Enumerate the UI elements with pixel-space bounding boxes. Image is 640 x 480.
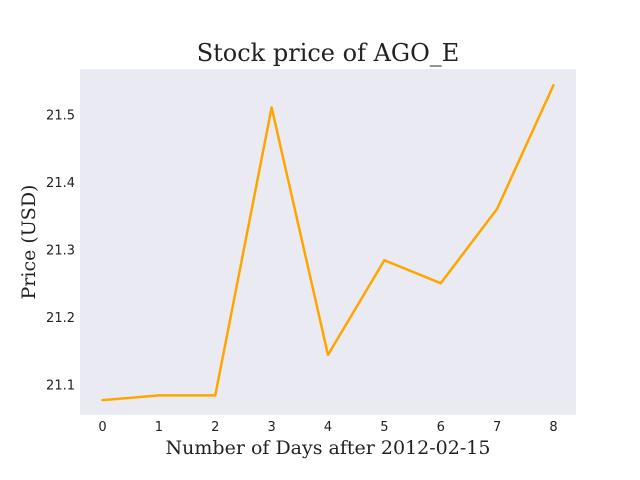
data-point — [270, 106, 273, 109]
x-tick-label: 4 — [324, 420, 332, 435]
x-tick-label: 6 — [437, 420, 445, 435]
x-tick-label: 5 — [380, 420, 388, 435]
data-point — [383, 259, 386, 262]
data-point — [326, 353, 330, 357]
x-tick-label: 7 — [493, 420, 501, 435]
data-point — [552, 84, 555, 87]
plot-area — [80, 69, 576, 415]
x-tick-group: 0 1 2 3 4 5 6 7 8 — [98, 420, 557, 435]
y-axis-label: Price (USD) — [18, 185, 40, 300]
data-point — [101, 398, 104, 402]
y-tick-group: 21.1 21.2 21.3 21.4 21.5 — [46, 108, 75, 393]
data-point — [439, 282, 442, 285]
data-point-group — [101, 84, 555, 402]
y-tick-label: 21.3 — [46, 243, 75, 258]
chart-title: Stock price of AGO_E — [197, 39, 460, 67]
y-tick-label: 21.4 — [46, 176, 75, 191]
x-tick-label: 8 — [549, 420, 557, 435]
y-tick-label: 21.5 — [46, 108, 75, 123]
x-tick-label: 3 — [267, 420, 275, 435]
x-tick-label: 0 — [98, 420, 106, 435]
data-point — [157, 394, 161, 397]
x-tick-label: 2 — [211, 420, 219, 435]
x-axis-label: Number of Days after 2012-02-15 — [166, 437, 491, 459]
data-point — [214, 394, 217, 397]
x-tick-label: 1 — [155, 420, 163, 435]
y-tick-label: 21.2 — [46, 311, 75, 326]
data-point — [495, 207, 499, 211]
y-tick-label: 21.1 — [46, 379, 75, 394]
